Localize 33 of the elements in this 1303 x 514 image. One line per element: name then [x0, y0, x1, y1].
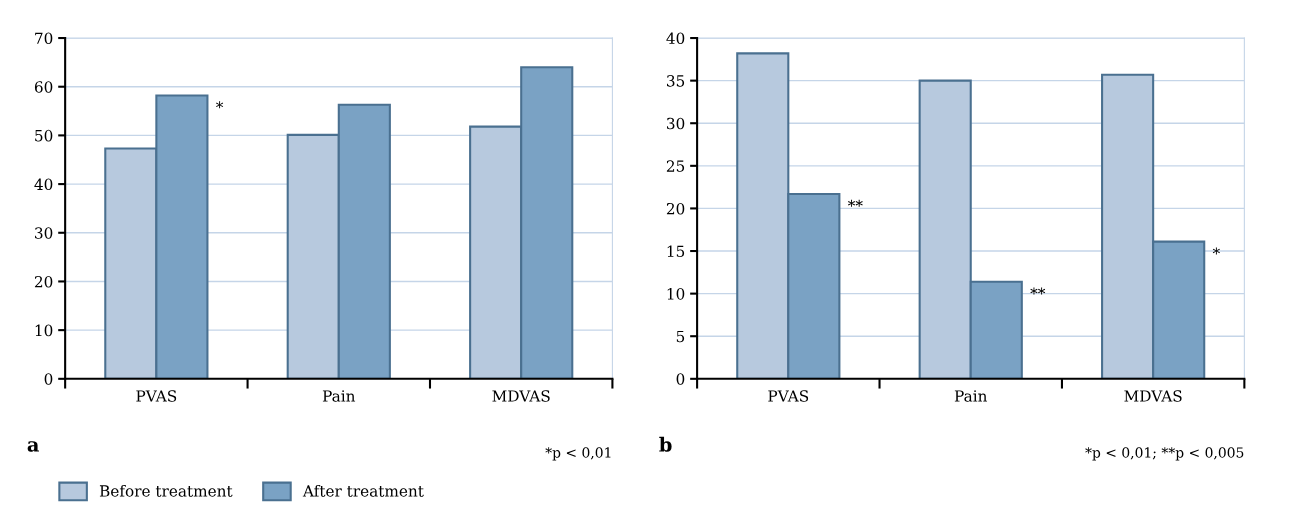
y-tick-label: 5	[676, 330, 685, 343]
x-tick-label: Pain	[322, 390, 356, 402]
legend-label: After treatment	[302, 484, 424, 497]
annotation: *	[216, 101, 224, 109]
y-tick-label: 10	[35, 324, 53, 337]
text: b	[659, 436, 672, 452]
x-tick-label: PVAS	[136, 390, 177, 402]
y-tick-label: 30	[667, 117, 685, 130]
annotation: **	[847, 199, 863, 207]
y-tick-label: 15	[667, 245, 685, 258]
text: a	[27, 441, 39, 452]
text: *p < 0,01	[545, 447, 611, 461]
x-tick-label: Pain	[954, 390, 988, 402]
y-tick-label: 40	[666, 32, 685, 45]
annotation: *	[1212, 247, 1220, 255]
legend-label: Before treatment	[99, 484, 233, 497]
text: *p < 0,01; **p < 0,005	[1085, 447, 1244, 461]
y-tick-label: 10	[667, 288, 685, 300]
y-tick-label: 25	[666, 160, 685, 172]
y-tick-label: 50	[35, 129, 53, 142]
y-tick-label: 70	[35, 32, 53, 45]
annotation: **	[1030, 287, 1046, 295]
x-tick-label: PVAS	[768, 390, 809, 402]
y-tick-label: 60	[34, 81, 53, 93]
y-tick-label: 30	[35, 227, 53, 239]
x-tick-label: MDVAS	[1124, 390, 1182, 402]
y-tick-label: 20	[34, 275, 53, 288]
x-tick-label: MDVAS	[492, 390, 550, 402]
y-tick-label: 0	[44, 373, 53, 385]
y-tick-label: 20	[666, 202, 685, 215]
y-tick-label: 40	[34, 178, 53, 191]
y-tick-label: 0	[676, 373, 685, 385]
y-tick-label: 35	[667, 75, 685, 87]
